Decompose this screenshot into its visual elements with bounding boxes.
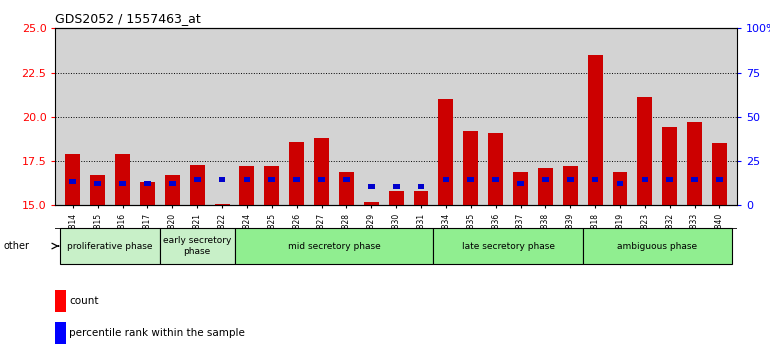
Bar bbox=[538, 168, 553, 205]
Text: proliferative phase: proliferative phase bbox=[68, 241, 153, 251]
Bar bbox=[638, 97, 652, 205]
Bar bbox=[264, 166, 280, 205]
Bar bbox=[464, 131, 478, 205]
Bar bbox=[413, 191, 428, 205]
Bar bbox=[389, 191, 403, 205]
Bar bbox=[95, 181, 101, 186]
Text: percentile rank within the sample: percentile rank within the sample bbox=[69, 328, 245, 338]
Bar bbox=[339, 172, 354, 205]
Bar bbox=[65, 154, 80, 205]
Bar bbox=[269, 177, 275, 182]
Bar bbox=[691, 177, 698, 182]
Bar bbox=[314, 138, 329, 205]
Text: ambiguous phase: ambiguous phase bbox=[618, 241, 698, 251]
Bar bbox=[368, 184, 375, 189]
Bar bbox=[492, 177, 499, 182]
Bar bbox=[239, 166, 254, 205]
Bar bbox=[666, 177, 673, 182]
Bar bbox=[517, 181, 524, 186]
FancyBboxPatch shape bbox=[235, 228, 434, 264]
Bar bbox=[140, 182, 155, 205]
Bar bbox=[119, 181, 126, 186]
Text: count: count bbox=[69, 296, 99, 306]
Bar bbox=[55, 290, 65, 312]
FancyBboxPatch shape bbox=[160, 228, 235, 264]
Bar bbox=[513, 172, 528, 205]
Bar bbox=[613, 172, 628, 205]
Bar bbox=[716, 177, 723, 182]
Bar bbox=[290, 142, 304, 205]
FancyBboxPatch shape bbox=[434, 228, 583, 264]
Bar bbox=[438, 99, 454, 205]
Bar bbox=[318, 177, 325, 182]
Bar bbox=[542, 177, 549, 182]
Bar bbox=[116, 154, 130, 205]
Bar bbox=[169, 181, 176, 186]
Bar bbox=[712, 143, 727, 205]
Bar bbox=[662, 127, 677, 205]
Bar bbox=[567, 177, 574, 182]
Text: GDS2052 / 1557463_at: GDS2052 / 1557463_at bbox=[55, 12, 201, 25]
Bar bbox=[194, 177, 200, 182]
FancyBboxPatch shape bbox=[583, 228, 732, 264]
Bar bbox=[215, 204, 229, 205]
Bar bbox=[641, 177, 648, 182]
Text: mid secretory phase: mid secretory phase bbox=[288, 241, 380, 251]
Bar bbox=[69, 179, 76, 184]
Text: late secretory phase: late secretory phase bbox=[461, 241, 554, 251]
Bar bbox=[467, 177, 474, 182]
Bar bbox=[165, 175, 179, 205]
Bar bbox=[588, 55, 603, 205]
Bar bbox=[343, 177, 350, 182]
Bar bbox=[219, 177, 226, 182]
Bar bbox=[189, 165, 205, 205]
Bar bbox=[488, 133, 503, 205]
Bar bbox=[563, 166, 578, 205]
Bar bbox=[417, 184, 424, 189]
Text: other: other bbox=[4, 241, 30, 251]
Bar bbox=[617, 181, 624, 186]
Text: early secretory
phase: early secretory phase bbox=[163, 236, 232, 256]
Bar bbox=[364, 202, 379, 205]
Bar bbox=[393, 184, 400, 189]
Bar bbox=[443, 177, 449, 182]
Bar bbox=[687, 122, 702, 205]
Bar bbox=[90, 175, 105, 205]
Bar bbox=[592, 177, 598, 182]
Bar bbox=[293, 177, 300, 182]
FancyBboxPatch shape bbox=[60, 228, 160, 264]
Bar bbox=[243, 177, 250, 182]
Bar bbox=[55, 322, 65, 344]
Bar bbox=[144, 181, 151, 186]
